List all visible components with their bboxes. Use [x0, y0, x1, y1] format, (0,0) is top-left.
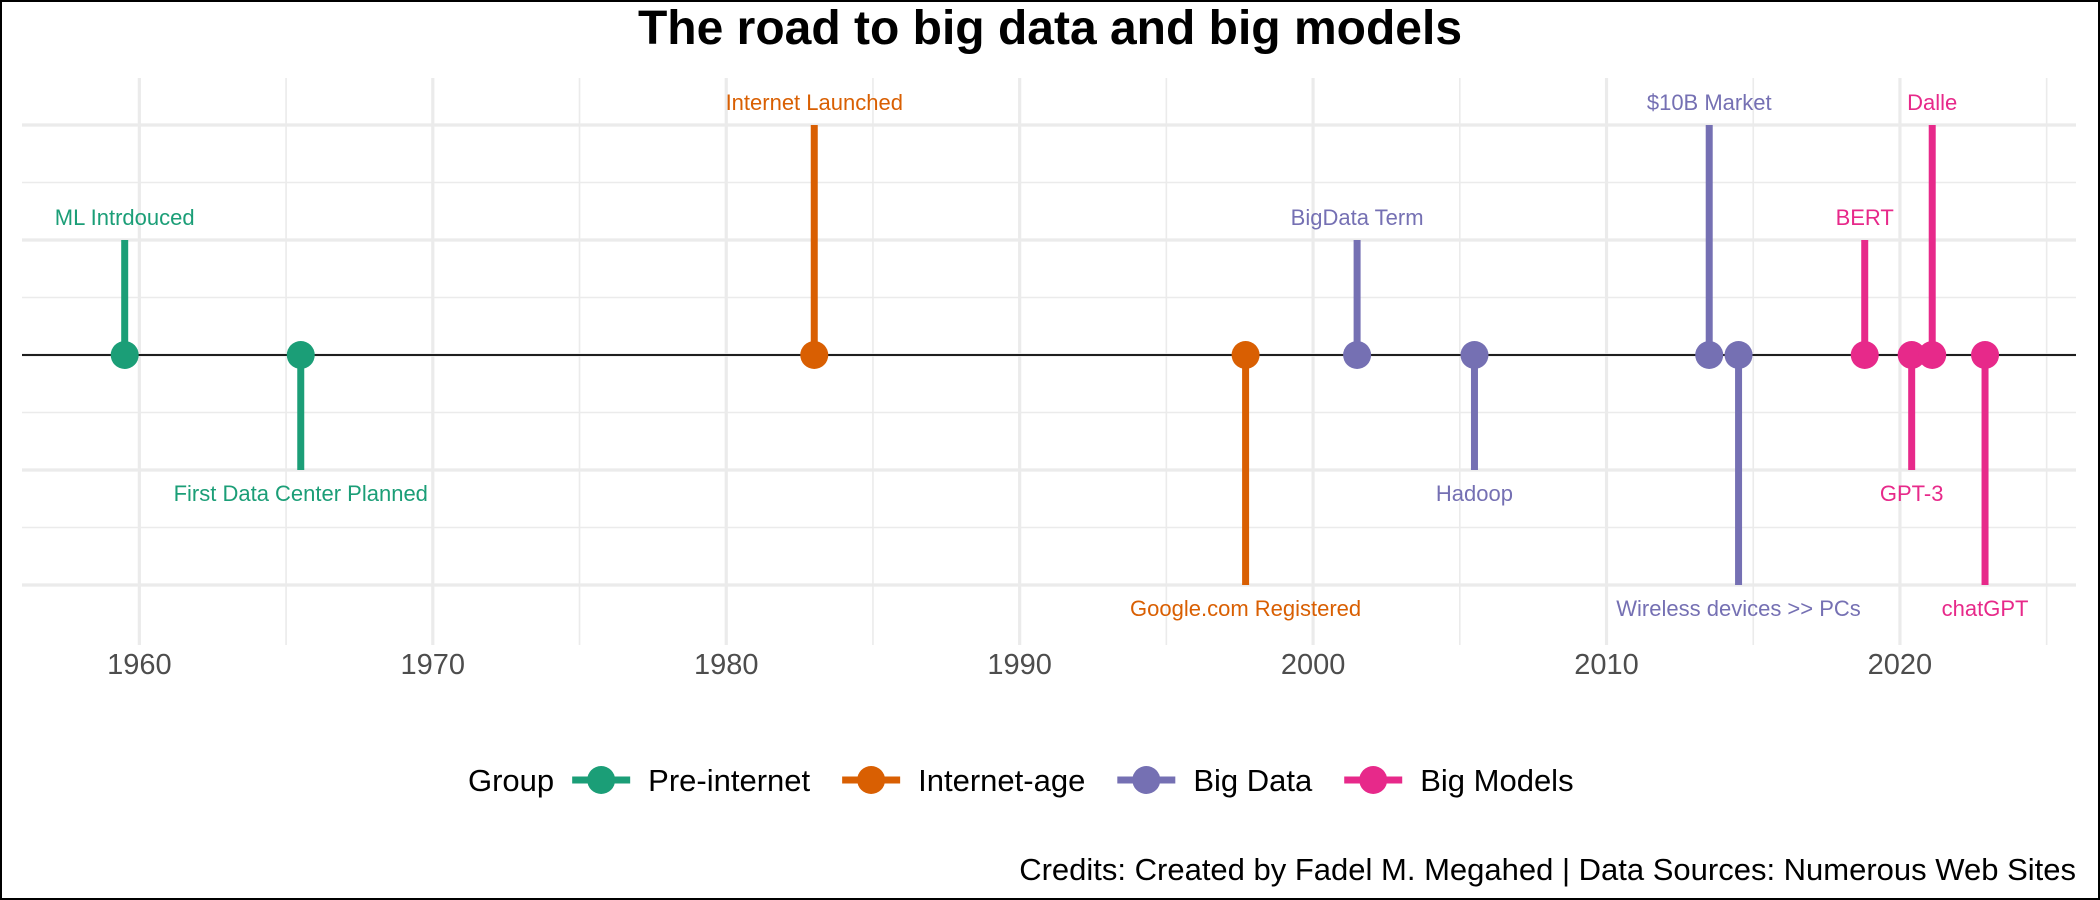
event-point — [1231, 341, 1260, 369]
event-point — [800, 341, 829, 369]
event-point — [1918, 341, 1947, 369]
event-points — [110, 341, 2000, 369]
gridlines — [22, 78, 2076, 645]
event-point — [1460, 341, 1489, 369]
chart-title: The road to big data and big models — [638, 2, 1462, 55]
legend: Group Pre-internet Internet-age Big Data Big… — [468, 763, 1574, 798]
event-point — [1850, 341, 1879, 369]
event-label: ML Intrdouced — [55, 205, 195, 230]
event-point — [1724, 341, 1753, 369]
legend-item-label: Big Models — [1420, 763, 1573, 798]
legend-item-label: Big Data — [1193, 763, 1313, 798]
legend-item-label: Internet-age — [918, 763, 1085, 798]
x-tick-label: 2020 — [1868, 649, 1933, 681]
event-label: First Data Center Planned — [174, 481, 428, 506]
event-point — [1971, 341, 2000, 369]
legend-key-point — [857, 766, 886, 794]
event-label: GPT-3 — [1880, 481, 1944, 506]
event-label: Dalle — [1907, 90, 1957, 115]
chart-caption: Credits: Created by Fadel M. Megahed | D… — [1019, 852, 2076, 887]
event-stems — [121, 125, 1989, 585]
event-label: chatGPT — [1942, 596, 2029, 621]
event-point — [1897, 341, 1926, 369]
legend-key-point — [587, 766, 616, 794]
x-tick-label: 2000 — [1281, 649, 1346, 681]
event-label: BigData Term — [1291, 205, 1424, 230]
event-point — [286, 341, 315, 369]
event-point — [110, 341, 139, 369]
legend-key-point — [1132, 766, 1161, 794]
event-label: Google.com Registered — [1130, 596, 1361, 621]
x-tick-label: 1990 — [987, 649, 1052, 681]
event-labels: ML Intrdouced First Data Center Planned In… — [55, 90, 2029, 621]
event-point — [1343, 341, 1372, 369]
x-tick-label: 2010 — [1574, 649, 1639, 681]
x-tick-label: 1960 — [107, 649, 172, 681]
x-tick-label: 1980 — [694, 649, 759, 681]
x-tick-label: 1970 — [401, 649, 466, 681]
event-label: Internet Launched — [726, 90, 903, 115]
event-label: $10B Market — [1647, 90, 1772, 115]
event-label: BERT — [1836, 205, 1894, 230]
event-point — [1695, 341, 1724, 369]
legend-item-label: Pre-internet — [648, 763, 810, 798]
x-axis-ticks: 1960 1970 1980 1990 2000 2010 2020 — [107, 649, 1932, 681]
event-label: Hadoop — [1436, 481, 1513, 506]
legend-key-point — [1359, 766, 1388, 794]
event-label: Wireless devices >> PCs — [1616, 596, 1861, 621]
legend-title: Group — [468, 763, 554, 798]
